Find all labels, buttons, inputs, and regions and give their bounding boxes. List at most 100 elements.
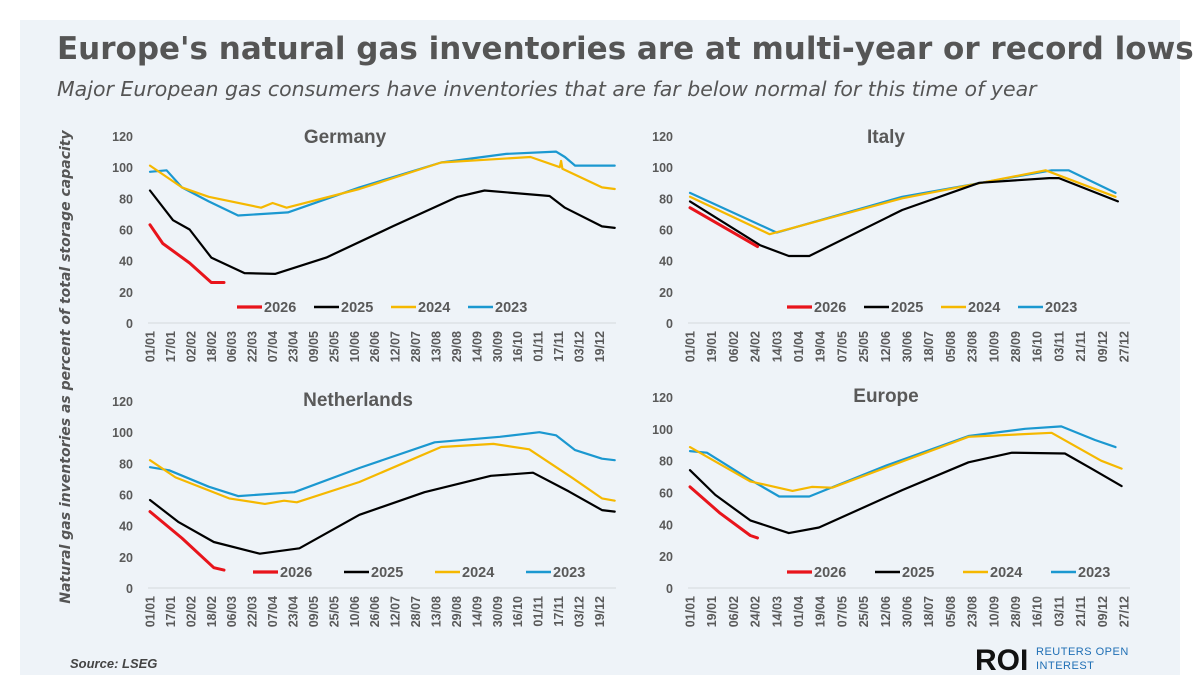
y-tick-label: 40 xyxy=(119,255,133,269)
x-tick-label: 19/01 xyxy=(705,596,719,627)
y-tick-label: 0 xyxy=(666,582,673,596)
x-tick-label: 16/10 xyxy=(511,596,525,627)
x-tick-label: 25/05 xyxy=(327,331,341,362)
legend-label: 2026 xyxy=(280,565,312,581)
x-tick-label: 01/11 xyxy=(532,331,546,362)
x-tick-label: 02/02 xyxy=(184,596,198,627)
y-tick-label: 80 xyxy=(659,192,673,206)
x-tick-label: 19/04 xyxy=(814,331,828,362)
x-tick-label: 14/03 xyxy=(770,596,784,627)
x-tick-label: 30/06 xyxy=(900,596,914,627)
subtitle: Major European gas consumers have invent… xyxy=(57,77,1038,101)
x-tick-label: 30/06 xyxy=(900,331,914,362)
x-tick-label: 01/11 xyxy=(532,596,546,627)
series-line-2025 xyxy=(148,189,616,275)
x-tick-label: 29/08 xyxy=(450,596,464,627)
chart-title: Netherlands xyxy=(303,390,413,411)
legend-item-2023: 2023 xyxy=(468,300,527,316)
x-tick-label: 29/08 xyxy=(450,331,464,362)
legend-label: 2023 xyxy=(553,565,585,581)
legend-item-2026: 2026 xyxy=(787,565,846,581)
y-tick-label: 40 xyxy=(119,520,133,534)
x-tick-label: 16/10 xyxy=(1031,596,1045,627)
x-tick-label: 27/12 xyxy=(1117,331,1131,362)
series-line-2026 xyxy=(148,223,226,284)
x-tick-label: 27/12 xyxy=(1117,596,1131,627)
legend-item-2026: 2026 xyxy=(253,565,312,581)
x-tick-label: 12/06 xyxy=(879,331,893,362)
x-tick-label: 21/11 xyxy=(1074,331,1088,362)
x-tick-label: 06/02 xyxy=(727,596,741,627)
x-tick-label: 01/01 xyxy=(144,331,158,362)
y-axis-title: Natural gas inventories as percent of to… xyxy=(58,130,74,604)
y-tick-label: 20 xyxy=(119,551,133,565)
logo-mark: ROI xyxy=(975,644,1028,675)
legend-item-2026: 2026 xyxy=(237,300,296,316)
series-line-2026 xyxy=(688,485,759,540)
y-tick-label: 100 xyxy=(652,423,673,437)
x-tick-label: 03/12 xyxy=(572,331,586,362)
x-tick-label: 16/10 xyxy=(1031,331,1045,362)
legend-label: 2024 xyxy=(418,300,450,316)
x-tick-label: 14/09 xyxy=(470,596,484,627)
x-tick-label: 14/09 xyxy=(470,331,484,362)
x-tick-label: 19/12 xyxy=(593,331,607,362)
series-line-2025 xyxy=(688,177,1120,258)
x-tick-label: 19/01 xyxy=(705,331,719,362)
x-tick-label: 17/11 xyxy=(552,331,566,362)
y-tick-label: 0 xyxy=(666,317,673,331)
x-tick-label: 30/09 xyxy=(491,596,505,627)
series-line-2025 xyxy=(148,471,616,555)
y-tick-label: 20 xyxy=(659,550,673,564)
legend-label: 2024 xyxy=(462,565,494,581)
x-tick-label: 26/06 xyxy=(368,331,382,362)
x-tick-label: 21/11 xyxy=(1074,596,1088,627)
legend-item-2025: 2025 xyxy=(314,300,373,316)
x-tick-label: 16/10 xyxy=(511,331,525,362)
x-tick-label: 22/03 xyxy=(246,596,260,627)
logo-line2: INTEREST xyxy=(1036,660,1094,672)
x-tick-label: 14/03 xyxy=(770,331,784,362)
legend-label: 2023 xyxy=(1045,300,1077,316)
x-tick-label: 23/04 xyxy=(286,331,300,362)
x-tick-label: 17/01 xyxy=(164,596,178,627)
x-tick-label: 28/09 xyxy=(1009,596,1023,627)
legend-item-2023: 2023 xyxy=(526,565,585,581)
y-tick-label: 60 xyxy=(119,224,133,238)
series-line-2024 xyxy=(688,169,1117,236)
x-tick-label: 07/04 xyxy=(266,596,280,627)
x-tick-label: 09/05 xyxy=(307,331,321,362)
y-tick-label: 120 xyxy=(652,391,673,405)
y-tick-label: 100 xyxy=(652,161,673,175)
legend-label: 2025 xyxy=(341,300,373,316)
y-tick-label: 0 xyxy=(126,317,133,331)
x-tick-label: 25/05 xyxy=(857,331,871,362)
x-tick-label: 10/09 xyxy=(987,596,1001,627)
chart-title: Germany xyxy=(304,127,387,148)
x-tick-label: 25/05 xyxy=(857,596,871,627)
y-tick-label: 20 xyxy=(659,286,673,300)
y-tick-label: 40 xyxy=(659,255,673,269)
source-note: Source: LSEG xyxy=(70,656,157,671)
x-tick-label: 28/07 xyxy=(409,331,423,362)
main-title: Europe's natural gas inventories are at … xyxy=(57,31,1194,67)
x-tick-label: 12/07 xyxy=(389,331,403,362)
legend-item-2024: 2024 xyxy=(941,300,1000,316)
x-tick-label: 07/05 xyxy=(835,331,849,362)
series-line-2024 xyxy=(148,442,616,505)
x-tick-label: 05/08 xyxy=(944,331,958,362)
y-tick-label: 120 xyxy=(112,130,133,144)
x-tick-label: 09/05 xyxy=(307,596,321,627)
legend-label: 2024 xyxy=(968,300,1000,316)
y-tick-label: 0 xyxy=(126,582,133,596)
chart-netherlands: Netherlands 0 20 40 60 80 100 120 01/01 17/01 02/0… xyxy=(112,390,616,627)
y-tick-label: 60 xyxy=(659,487,673,501)
roi-logo: ROI REUTERS OPEN INTEREST xyxy=(975,644,1128,675)
x-tick-label: 06/03 xyxy=(225,331,239,362)
x-tick-label: 09/12 xyxy=(1096,331,1110,362)
x-tick-label: 26/06 xyxy=(368,596,382,627)
series-line-2024 xyxy=(688,431,1123,492)
legend-item-2026: 2026 xyxy=(787,300,846,316)
x-tick-label: 06/03 xyxy=(225,596,239,627)
y-tick-label: 120 xyxy=(652,130,673,144)
